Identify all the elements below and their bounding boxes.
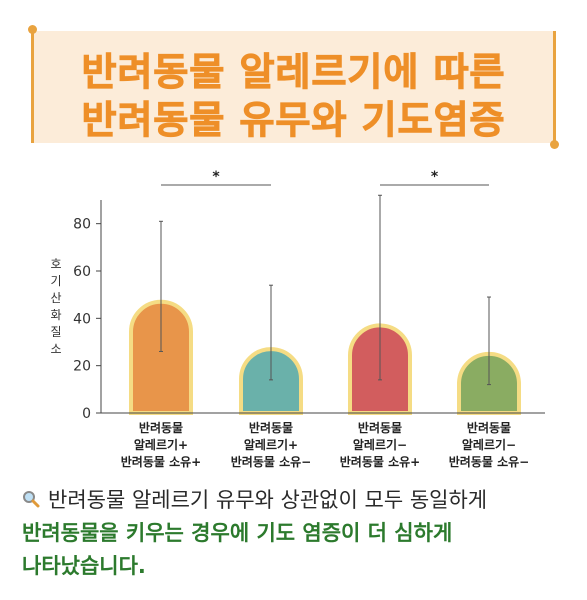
y-axis-label-char: 질 (50, 325, 61, 339)
significance-marker: * (431, 169, 439, 185)
bar (129, 299, 193, 415)
significance-marker: * (212, 169, 220, 185)
category-label: 반려동물 (467, 420, 511, 435)
title-line-2: 반려동물 유무와 기도염증 (81, 98, 506, 143)
magnifier-icon (23, 491, 40, 508)
y-tick-label: 60 (73, 264, 91, 280)
category-label: 반려동물 소유− (449, 454, 529, 469)
caption: 반려동물 알레르기 유무와 상관없이 모두 동일하게 반려동물을 키우는 경우에… (22, 484, 562, 583)
category-label: 반려동물 소유+ (340, 454, 420, 469)
corner-dot (550, 140, 559, 149)
y-tick-label: 40 (73, 311, 91, 327)
title-box: 반려동물 알레르기에 따른 반려동물 유무와 기도염증 (28, 25, 559, 149)
category-label: 반려동물 (358, 420, 402, 435)
y-axis-label-char: 산 (50, 291, 61, 305)
caption-line-3: 나타났습니다. (22, 554, 146, 578)
category-label: 알레르기+ (244, 437, 298, 452)
category-label: 반려동물 소유+ (121, 454, 201, 469)
y-axis-label-char: 화 (50, 308, 61, 322)
caption-line-1: 반려동물 알레르기 유무와 상관없이 모두 동일하게 (22, 484, 562, 517)
category-label: 반려동물 (139, 420, 183, 435)
category-label: 알레르기− (462, 437, 516, 452)
y-axis-label-char: 호 (50, 257, 61, 271)
title-line-1: 반려동물 알레르기에 따른 (81, 50, 506, 95)
y-tick-label: 20 (73, 359, 91, 375)
category-label: 반려동물 소유− (231, 454, 311, 469)
caption-line-2: 반려동물을 키우는 경우에 기도 염증이 더 심하게 (22, 521, 453, 545)
category-label: 반려동물 (249, 420, 293, 435)
y-tick-label: 0 (82, 406, 91, 422)
bar (239, 347, 303, 415)
category-label: 알레르기− (353, 437, 407, 452)
category-label: 알레르기+ (134, 437, 188, 452)
y-axis-label-char: 소 (50, 342, 61, 356)
corner-dot (28, 25, 37, 34)
caption-line-1-text: 반려동물 알레르기 유무와 상관없이 모두 동일하게 (48, 488, 488, 512)
y-tick-label: 80 (73, 217, 91, 233)
y-axis-label-char: 기 (50, 274, 61, 288)
